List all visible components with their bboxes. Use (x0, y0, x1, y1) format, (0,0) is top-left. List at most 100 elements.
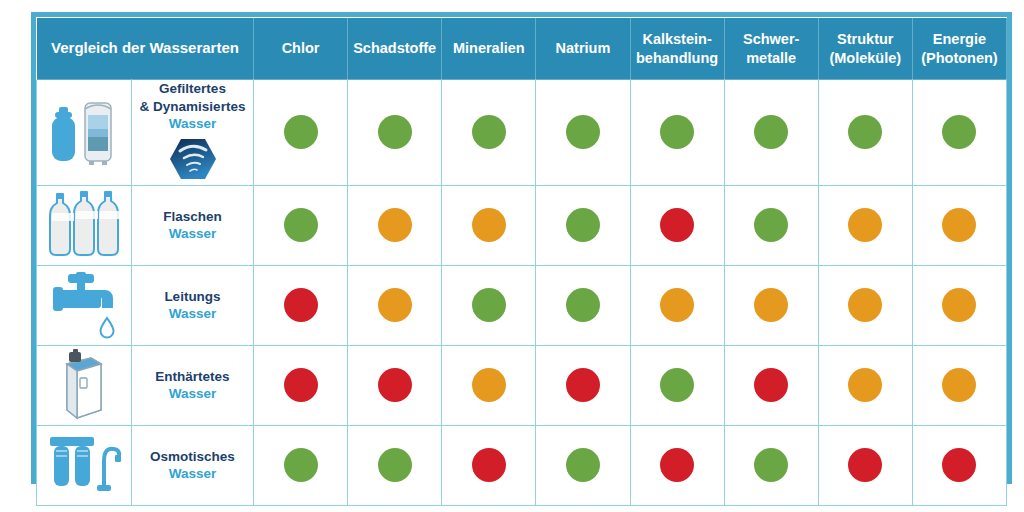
green-rating-dot (472, 288, 506, 322)
red-rating-dot (660, 208, 694, 242)
green-rating-dot (566, 448, 600, 482)
filtered-water-icon-cell (37, 80, 132, 186)
column-header: Energie (Photonen) (912, 18, 1006, 80)
table-row: OsmotischesWasser (37, 425, 1007, 505)
rating-cell (442, 80, 536, 186)
rating-cell (912, 80, 1006, 186)
green-rating-dot (566, 115, 600, 149)
header-row: Vergleich der Wasserarten ChlorSchadstof… (37, 18, 1007, 80)
table-row: Gefiltertes & DynamisiertesWasser (37, 80, 1007, 186)
tap-water-icon-cell (37, 265, 132, 345)
rating-cell (630, 265, 724, 345)
rating-cell (442, 265, 536, 345)
rating-cell (912, 265, 1006, 345)
rating-cell (536, 185, 630, 265)
osmosis-water-icon-cell (37, 425, 132, 505)
water-type-label: LeitungsWasser (132, 265, 254, 345)
rating-cell (630, 80, 724, 186)
rating-cell (818, 425, 912, 505)
rating-cell (536, 425, 630, 505)
green-rating-dot (942, 115, 976, 149)
green-rating-dot (378, 448, 412, 482)
green-rating-dot (660, 115, 694, 149)
red-rating-dot (848, 448, 882, 482)
table-row: EnthärtetesWasser (37, 345, 1007, 425)
red-rating-dot (566, 368, 600, 402)
filtered-water-icon (45, 95, 123, 169)
green-rating-dot (284, 208, 318, 242)
osmosis-water-icon (44, 429, 124, 501)
rating-cell (724, 425, 818, 505)
green-rating-dot (848, 115, 882, 149)
water-type-suffix: Wasser (132, 115, 253, 133)
rating-cell (818, 185, 912, 265)
rating-cell (536, 265, 630, 345)
column-header: Kalkstein- behandlung (630, 18, 724, 80)
green-rating-dot (754, 115, 788, 149)
rating-cell (724, 265, 818, 345)
tap-water-icon (45, 270, 123, 340)
red-rating-dot (660, 448, 694, 482)
water-type-suffix: Wasser (132, 305, 253, 323)
orange-rating-dot (378, 288, 412, 322)
column-header: Natrium (536, 18, 630, 80)
green-rating-dot (566, 208, 600, 242)
rating-cell (912, 425, 1006, 505)
water-type-suffix: Wasser (132, 465, 253, 483)
orange-rating-dot (754, 288, 788, 322)
rating-cell (348, 425, 442, 505)
red-rating-dot (284, 288, 318, 322)
rating-cell (724, 345, 818, 425)
column-header: Schwer- metalle (724, 18, 818, 80)
rating-cell (254, 345, 348, 425)
column-header: Struktur (Moleküle) (818, 18, 912, 80)
rating-cell (348, 345, 442, 425)
orange-rating-dot (848, 368, 882, 402)
green-rating-dot (472, 115, 506, 149)
table-body: Gefiltertes & DynamisiertesWasser (37, 80, 1007, 506)
orange-rating-dot (472, 368, 506, 402)
rating-cell (254, 80, 348, 186)
column-header: Chlor (254, 18, 348, 80)
red-rating-dot (378, 368, 412, 402)
green-rating-dot (566, 288, 600, 322)
water-type-suffix: Wasser (132, 225, 253, 243)
rating-cell (818, 345, 912, 425)
water-type-name: Leitungs (132, 288, 253, 306)
rating-cell (254, 185, 348, 265)
red-rating-dot (754, 368, 788, 402)
water-type-label: Gefiltertes & DynamisiertesWasser (132, 80, 254, 186)
water-type-label: EnthärtetesWasser (132, 345, 254, 425)
column-header: Mineralien (442, 18, 536, 80)
bottled-water-icon (44, 191, 124, 259)
rating-cell (348, 80, 442, 186)
green-rating-dot (378, 115, 412, 149)
rating-cell (442, 185, 536, 265)
orange-rating-dot (942, 368, 976, 402)
rating-cell (630, 345, 724, 425)
rating-cell (254, 265, 348, 345)
red-rating-dot (942, 448, 976, 482)
rating-cell (348, 265, 442, 345)
green-rating-dot (284, 115, 318, 149)
rating-cell (818, 80, 912, 186)
orange-rating-dot (660, 288, 694, 322)
rating-cell (912, 345, 1006, 425)
rating-cell (818, 265, 912, 345)
rating-cell (630, 185, 724, 265)
rating-cell (254, 425, 348, 505)
softened-water-icon-cell (37, 345, 132, 425)
water-type-label: FlaschenWasser (132, 185, 254, 265)
orange-rating-dot (848, 288, 882, 322)
table-row: FlaschenWasser (37, 185, 1007, 265)
orange-rating-dot (378, 208, 412, 242)
green-rating-dot (754, 448, 788, 482)
comparison-table: Vergleich der Wasserarten ChlorSchadstof… (31, 12, 1012, 484)
water-type-name: Enthärtetes (132, 368, 253, 386)
water-type-suffix: Wasser (132, 385, 253, 403)
orange-rating-dot (942, 288, 976, 322)
rating-cell (912, 185, 1006, 265)
orange-rating-dot (848, 208, 882, 242)
water-type-label: OsmotischesWasser (132, 425, 254, 505)
rating-cell (724, 185, 818, 265)
